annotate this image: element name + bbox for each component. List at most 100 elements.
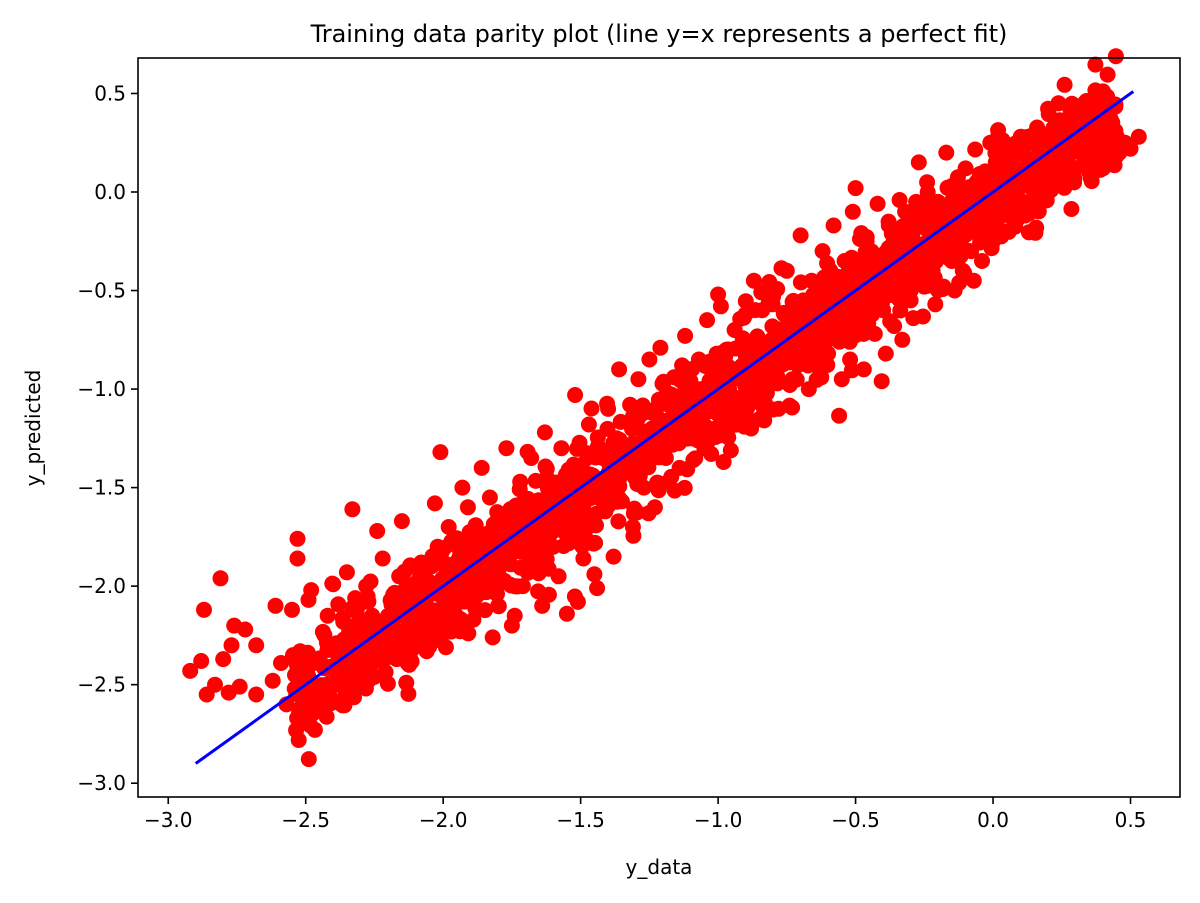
- x-tick-label: −1.0: [694, 808, 743, 832]
- data-point: [374, 550, 391, 567]
- data-point: [831, 325, 848, 342]
- data-point: [525, 528, 542, 545]
- data-point: [784, 371, 801, 388]
- data-point: [682, 430, 699, 447]
- data-point: [894, 331, 911, 348]
- data-point: [641, 351, 658, 368]
- data-point: [485, 569, 502, 586]
- data-point: [512, 473, 529, 490]
- data-point: [318, 708, 335, 725]
- data-point: [778, 262, 795, 279]
- data-point: [432, 444, 449, 461]
- data-point: [292, 643, 309, 660]
- x-tick-label: 0.0: [977, 808, 1009, 832]
- data-point: [400, 685, 417, 702]
- data-point: [635, 479, 652, 496]
- data-point: [964, 186, 981, 203]
- data-point: [773, 351, 790, 368]
- data-point: [338, 564, 355, 581]
- data-point: [530, 583, 547, 600]
- data-point: [974, 253, 990, 269]
- data-point: [829, 268, 846, 285]
- data-point: [998, 160, 1015, 177]
- data-point: [873, 373, 890, 390]
- data-point: [1029, 193, 1045, 210]
- data-point: [537, 458, 554, 475]
- data-point: [300, 751, 317, 768]
- data-point: [902, 292, 919, 309]
- data-point: [545, 474, 562, 491]
- data-point: [498, 440, 515, 457]
- data-point: [625, 505, 642, 522]
- data-point: [652, 339, 669, 356]
- data-point: [306, 721, 323, 738]
- data-point: [579, 449, 596, 466]
- data-point: [523, 450, 540, 466]
- data-point: [864, 292, 881, 309]
- data-point: [776, 306, 793, 323]
- data-point: [556, 509, 573, 526]
- data-point: [369, 523, 386, 539]
- data-point: [630, 371, 647, 388]
- data-point: [720, 429, 737, 446]
- y-tick-label: −0.5: [77, 279, 126, 303]
- data-point: [831, 407, 848, 424]
- data-point: [297, 692, 314, 709]
- data-point: [506, 607, 523, 624]
- data-point: [573, 499, 589, 516]
- data-point: [248, 686, 265, 703]
- data-point: [608, 430, 625, 447]
- data-point: [536, 424, 553, 441]
- data-point: [1040, 100, 1057, 117]
- data-point: [1001, 193, 1018, 210]
- data-point: [477, 602, 493, 619]
- data-point: [385, 589, 402, 606]
- data-point: [572, 523, 589, 539]
- data-point: [624, 519, 641, 535]
- data-point: [833, 371, 850, 388]
- data-point: [921, 213, 938, 230]
- data-point: [770, 400, 787, 417]
- data-point: [492, 519, 509, 535]
- data-point: [817, 292, 834, 309]
- data-point: [589, 580, 606, 597]
- data-point: [534, 597, 551, 614]
- data-point: [484, 629, 501, 646]
- data-point: [745, 272, 762, 289]
- data-point: [558, 605, 575, 622]
- data-point: [336, 690, 353, 707]
- data-point: [1056, 76, 1073, 93]
- data-point: [853, 312, 870, 329]
- chart-title: Training data parity plot (line y=x repr…: [310, 20, 1008, 48]
- data-point: [943, 253, 960, 269]
- data-point: [605, 548, 622, 565]
- data-point: [839, 302, 856, 319]
- data-point: [470, 528, 487, 545]
- data-point: [734, 390, 751, 407]
- data-point: [842, 351, 859, 368]
- data-point: [584, 509, 601, 526]
- data-point: [748, 337, 765, 354]
- data-point: [360, 653, 377, 669]
- data-point: [743, 420, 760, 437]
- data-point: [519, 541, 536, 558]
- data-point: [767, 325, 784, 342]
- data-point: [465, 611, 482, 628]
- data-point: [858, 233, 875, 250]
- y-tick-label: −2.5: [77, 673, 126, 697]
- data-point: [366, 668, 383, 685]
- data-point: [871, 275, 888, 292]
- data-point: [527, 472, 544, 489]
- data-point: [990, 203, 1007, 220]
- data-point: [722, 442, 739, 459]
- data-point: [910, 154, 927, 171]
- data-point: [888, 233, 905, 250]
- data-point: [426, 495, 443, 512]
- data-point: [809, 322, 826, 338]
- data-point: [798, 341, 815, 358]
- data-point: [344, 501, 361, 518]
- data-point: [446, 607, 463, 624]
- data-point: [448, 530, 465, 547]
- data-point: [927, 296, 944, 313]
